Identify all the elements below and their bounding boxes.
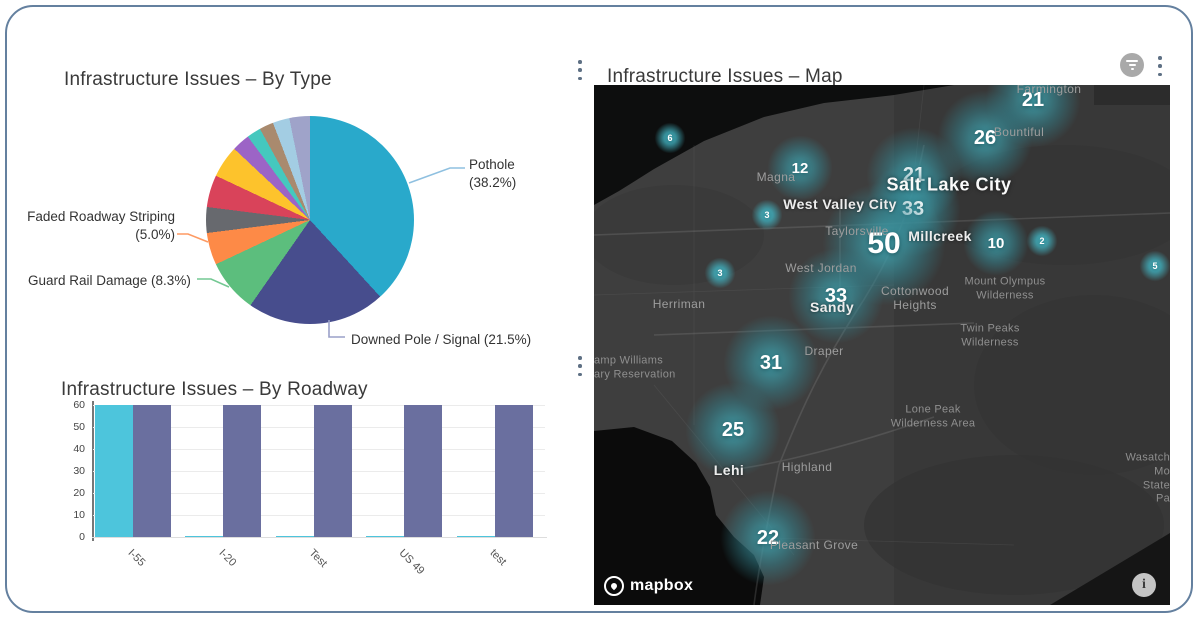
bar-y-tick-label: 40 bbox=[73, 443, 85, 455]
map-cluster-marker[interactable]: 6 bbox=[654, 122, 686, 154]
dashboard-frame: Infrastructure Issues – By Type Pothole … bbox=[5, 5, 1193, 613]
map-cluster-marker[interactable]: 3 bbox=[704, 257, 736, 289]
water-great-salt-lake bbox=[594, 85, 954, 205]
map-panel-menu-kebab-icon[interactable] bbox=[1153, 55, 1167, 77]
bar-series-0[interactable] bbox=[366, 535, 405, 537]
bar-x-tick-label: I-55 bbox=[125, 547, 148, 569]
bar-y-axis-line bbox=[92, 401, 94, 541]
bar-series-0[interactable] bbox=[185, 535, 224, 537]
map-cluster-marker[interactable]: 22 bbox=[720, 490, 816, 586]
map-cluster-marker[interactable]: 33 bbox=[788, 248, 884, 344]
pie-label-guard-rail-damage: Guard Rail Damage (8.3%) bbox=[28, 273, 191, 288]
bar-series-1[interactable] bbox=[223, 405, 262, 537]
bar-y-tick-label: 10 bbox=[73, 509, 85, 521]
map-info-button[interactable]: i bbox=[1132, 573, 1156, 597]
mapbox-logo[interactable]: mapbox bbox=[604, 576, 693, 596]
bar-series-1[interactable] bbox=[133, 405, 171, 537]
map-cluster-marker[interactable]: 3 bbox=[751, 199, 783, 231]
bar-series-0[interactable] bbox=[95, 405, 133, 537]
mapbox-wordmark: mapbox bbox=[630, 577, 694, 594]
bar-panel-title: Infrastructure Issues – By Roadway bbox=[61, 378, 368, 400]
map-filter-icon[interactable] bbox=[1120, 53, 1144, 77]
map-cluster-marker[interactable]: 12 bbox=[767, 135, 833, 201]
pie-panel-title: Infrastructure Issues – By Type bbox=[64, 68, 332, 90]
bar-y-tick-label: 20 bbox=[73, 487, 85, 499]
bar-series-1[interactable] bbox=[494, 405, 533, 537]
map-panel-title: Infrastructure Issues – Map bbox=[607, 65, 843, 87]
pie-panel-menu-kebab-icon[interactable] bbox=[573, 59, 587, 81]
bar-series-1[interactable] bbox=[404, 405, 443, 537]
map-cluster-marker[interactable]: 10 bbox=[963, 210, 1029, 276]
bar-x-axis-line bbox=[92, 537, 547, 538]
pie-label-downed-pole-signal: Downed Pole / Signal (21.5%) bbox=[351, 332, 532, 347]
pie-chart[interactable] bbox=[206, 116, 414, 324]
water-utah-lake bbox=[594, 427, 764, 605]
map-cluster-marker[interactable]: 25 bbox=[685, 382, 781, 478]
map-cluster-marker[interactable]: 2 bbox=[1026, 225, 1058, 257]
map-cluster-marker[interactable]: 31 bbox=[723, 315, 819, 411]
bar-x-tick-label: Test bbox=[306, 547, 330, 570]
bar-x-tick-label: I-20 bbox=[216, 547, 239, 569]
bar-y-tick-label: 0 bbox=[79, 531, 85, 543]
map-cluster-marker[interactable]: 5 bbox=[1139, 250, 1170, 282]
bar-panel-menu-kebab-icon[interactable] bbox=[573, 355, 587, 377]
bar-series-0[interactable] bbox=[275, 535, 314, 537]
bar-y-tick-label: 60 bbox=[73, 399, 85, 411]
pie-label-pothole: Pothole (38.2%) bbox=[469, 157, 517, 190]
map-canvas[interactable]: 212661221333501025333312522 FarmingtonBo… bbox=[594, 85, 1170, 605]
bar-y-tick-label: 50 bbox=[73, 421, 85, 433]
bar-y-tick-label: 30 bbox=[73, 465, 85, 477]
bar-x-tick-label: test bbox=[487, 547, 509, 569]
bar-series-1[interactable] bbox=[313, 405, 352, 537]
bar-series-0[interactable] bbox=[456, 535, 495, 537]
mapbox-pin-icon bbox=[604, 576, 624, 596]
bar-x-tick-label: US 49 bbox=[396, 547, 428, 578]
pie-label-faded-roadway-striping: Faded Roadway Striping (5.0%) bbox=[27, 209, 175, 242]
